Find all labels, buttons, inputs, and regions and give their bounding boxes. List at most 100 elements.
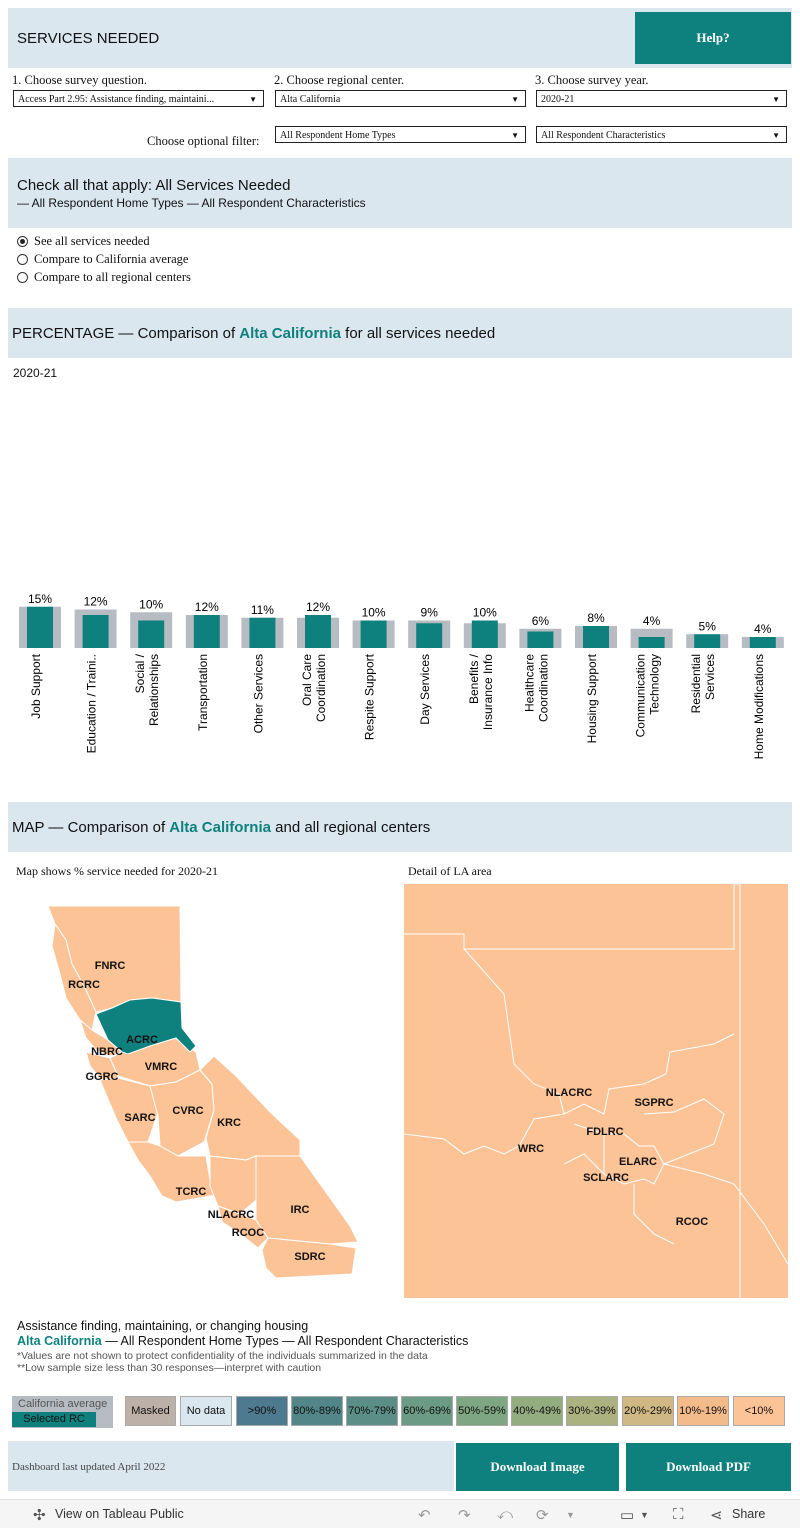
region-rcoc: [217, 1205, 269, 1249]
category-label: Other Services: [251, 654, 265, 733]
help-button[interactable]: Help?: [635, 12, 791, 64]
year-dropdown[interactable]: 2020-21 ▼: [536, 90, 787, 107]
region-label-cvrc: CVRC: [172, 1105, 203, 1117]
bar-chart: 15% Job Support 12% Education / Traini.. 10%…: [19, 592, 784, 759]
home-type-dropdown[interactable]: All Respondent Home Types ▼: [275, 126, 526, 143]
rc-dropdown[interactable]: Alta California ▼: [275, 90, 526, 107]
bar-selected-rc[interactable]: [305, 615, 331, 648]
legend-ca-average: California average Selected RC: [12, 1396, 113, 1428]
filter-label: Choose optional filter:: [147, 134, 260, 148]
legend-item: <10%: [733, 1396, 785, 1426]
category-label: Housing Support: [585, 653, 599, 743]
category-label: Relationships: [147, 654, 161, 726]
comment-dropdown-icon[interactable]: ▼: [640, 1510, 649, 1520]
undo-icon[interactable]: ↶: [418, 1507, 431, 1524]
refresh-dropdown-icon[interactable]: ▼: [566, 1510, 575, 1520]
bar-selected-rc[interactable]: [249, 617, 276, 648]
bar-selected-rc[interactable]: [193, 615, 220, 648]
page-title: SERVICES NEEDED: [17, 30, 160, 47]
year-label: 3. Choose survey year.: [535, 73, 649, 87]
bar-value-label: 4%: [754, 622, 772, 636]
bar-selected-rc[interactable]: [749, 637, 776, 648]
refresh-icon[interactable]: ⟳: [536, 1507, 549, 1524]
sample-size-note: **Low sample size less than 30 responses…: [17, 1362, 322, 1374]
legend-item: 10%-19%: [677, 1396, 729, 1426]
region-label-nbrc: NBRC: [91, 1046, 123, 1058]
map-caption: Map shows % service needed for 2020-21: [16, 864, 218, 878]
la-region-label-wrc: WRC: [518, 1143, 544, 1155]
la-region-label-sclarc: SCLARC: [583, 1172, 629, 1184]
radio-compare-all[interactable]: Compare to all regional centers: [17, 270, 191, 285]
tableau-toolbar: ✣ View on Tableau Public ↶ ↷ ⤺ ⟳ ▼ ▭ ▼ ⛶…: [0, 1499, 800, 1528]
characteristics-value: All Respondent Characteristics: [541, 130, 666, 141]
category-label: Residential: [689, 654, 703, 713]
revert-icon[interactable]: ⤺: [497, 1506, 514, 1523]
home-type-value: All Respondent Home Types: [280, 130, 396, 141]
region-label-rcrc: RCRC: [68, 979, 100, 991]
region-irc: [255, 1155, 359, 1245]
legend-item: >90%: [236, 1396, 288, 1426]
region-label-tcrc: TCRC: [176, 1186, 207, 1198]
bar-value-label: 12%: [306, 600, 330, 614]
map-title-suffix: and all regional centers: [270, 819, 431, 836]
radio-label: Compare to California average: [34, 252, 189, 266]
category-label: Social /: [133, 653, 147, 693]
radio-compare-ca[interactable]: Compare to California average: [17, 252, 188, 267]
la-region-label-elarc: ELARC: [619, 1156, 657, 1168]
la-detail-map[interactable]: NLACRC SGPRC FDLRC WRC ELARC SCLARC RCOC: [404, 884, 788, 1298]
bar-selected-rc[interactable]: [583, 626, 609, 648]
comment-icon[interactable]: ▭: [620, 1507, 635, 1524]
services-subtitle: — All Respondent Home Types — All Respon…: [17, 196, 366, 210]
bar-selected-rc[interactable]: [138, 620, 165, 649]
question-value: Access Part 2.95: Assistance finding, ma…: [18, 94, 215, 105]
legend-item: 20%-29%: [622, 1396, 674, 1426]
rc-note-suffix: — All Respondent Home Types — All Respon…: [101, 1334, 469, 1348]
category-label: Coordination: [536, 654, 550, 722]
fullscreen-icon[interactable]: ⛶: [673, 1506, 684, 1523]
region-nlacrc: [209, 1155, 257, 1215]
region-label-acrc: ACRC: [126, 1034, 158, 1046]
bar-value-label: 6%: [532, 614, 550, 628]
bar-selected-rc[interactable]: [416, 623, 443, 648]
legend-item: 30%-39%: [566, 1396, 618, 1426]
category-label: Job Support: [29, 653, 43, 718]
view-on-tableau-link[interactable]: View on Tableau Public: [55, 1507, 184, 1521]
bar-selected-rc[interactable]: [27, 606, 53, 648]
category-label: Services: [703, 654, 717, 700]
bar-selected-rc[interactable]: [694, 634, 721, 648]
region-sdrc: [261, 1237, 357, 1279]
radio-unselected-icon: [17, 254, 28, 265]
category-label: Oral Care: [300, 654, 314, 706]
percentage-title-rc: Alta California: [239, 325, 341, 342]
question-dropdown[interactable]: Access Part 2.95: Assistance finding, ma…: [13, 90, 264, 107]
bar-value-label: 5%: [699, 619, 717, 633]
share-button[interactable]: Share: [732, 1507, 766, 1521]
region-label-krc: KRC: [217, 1117, 241, 1129]
radio-see-all[interactable]: See all services needed: [17, 234, 150, 249]
bar-selected-rc[interactable]: [638, 637, 665, 648]
percentage-header-band: [8, 308, 792, 358]
download-pdf-button[interactable]: Download PDF: [626, 1443, 791, 1491]
bar-selected-rc[interactable]: [527, 631, 554, 649]
characteristics-dropdown[interactable]: All Respondent Characteristics ▼: [536, 126, 787, 143]
bar-selected-rc[interactable]: [82, 615, 109, 648]
question-label: 1. Choose survey question.: [12, 73, 148, 87]
bar-value-label: 4%: [643, 614, 661, 628]
tableau-logo-icon: ✣: [33, 1507, 46, 1524]
year-value: 2020-21: [541, 94, 575, 105]
bar-selected-rc[interactable]: [360, 620, 387, 649]
bar-value-label: 10%: [139, 597, 163, 611]
region-krc: [199, 1055, 301, 1161]
la-region-label-fdlrc: FDLRC: [586, 1126, 623, 1138]
legend-item: 80%-89%: [291, 1396, 343, 1426]
redo-icon[interactable]: ↷: [458, 1507, 471, 1524]
dropdown-arrow-icon: ▼: [249, 95, 257, 104]
bar-value-label: 11%: [251, 603, 274, 617]
share-icon[interactable]: ⋖: [710, 1507, 723, 1524]
bar-selected-rc[interactable]: [471, 620, 498, 649]
map-header-band: [8, 802, 792, 852]
download-image-button[interactable]: Download Image: [456, 1443, 619, 1491]
region-acrc: [95, 997, 197, 1055]
bar-value-label: 8%: [587, 611, 605, 625]
